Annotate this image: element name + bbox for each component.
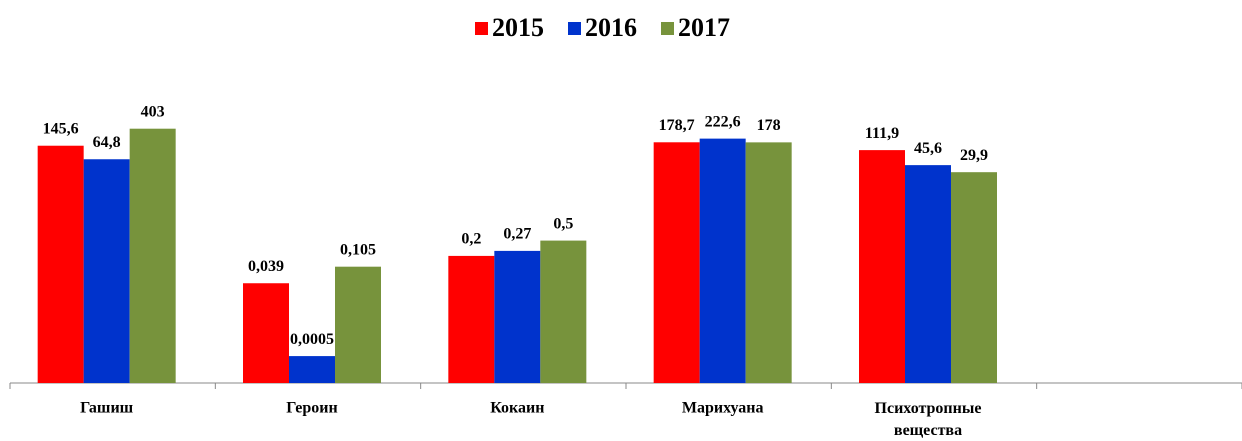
data-label: 64,8 xyxy=(93,134,121,151)
bar xyxy=(243,283,289,383)
data-label: 178,7 xyxy=(659,117,695,134)
data-label: 0,5 xyxy=(553,215,573,232)
bar xyxy=(289,356,335,383)
legend-label: 2015 xyxy=(492,13,544,42)
x-tick-label: Марихуана xyxy=(682,400,764,417)
x-tick-label: Героин xyxy=(286,400,337,417)
data-label: 222,6 xyxy=(705,113,741,130)
data-label: 145,6 xyxy=(43,120,79,137)
data-label: 403 xyxy=(141,103,165,120)
bar xyxy=(905,165,951,383)
data-label: 0,27 xyxy=(503,226,531,243)
data-label: 0,039 xyxy=(248,258,284,275)
x-tick-label: Кокаин xyxy=(490,400,544,417)
data-label: 111,9 xyxy=(865,125,899,142)
bar xyxy=(699,138,746,383)
legend-swatch xyxy=(475,22,488,35)
legend-label: 2016 xyxy=(585,13,637,42)
legend-swatch xyxy=(568,22,581,35)
bar xyxy=(83,159,130,383)
bar xyxy=(335,266,381,383)
data-label: 0,2 xyxy=(461,231,481,248)
data-label: 0,0005 xyxy=(290,331,334,348)
bar xyxy=(448,255,495,383)
bar xyxy=(951,172,997,383)
bar xyxy=(540,240,587,383)
bar xyxy=(494,250,541,383)
x-tick-label: Психотропные вещества xyxy=(875,400,982,439)
data-label: 45,6 xyxy=(914,140,942,157)
bar xyxy=(129,128,176,383)
data-label: 0,105 xyxy=(340,241,376,258)
legend-swatch xyxy=(661,22,674,35)
bar xyxy=(653,142,700,383)
bar xyxy=(745,142,792,383)
bar xyxy=(859,150,905,383)
bar xyxy=(37,145,84,383)
legend-label: 2017 xyxy=(678,13,730,42)
data-label: 178 xyxy=(757,117,781,134)
data-label: 29,9 xyxy=(960,147,988,164)
x-tick-label: Гашиш xyxy=(80,400,134,417)
